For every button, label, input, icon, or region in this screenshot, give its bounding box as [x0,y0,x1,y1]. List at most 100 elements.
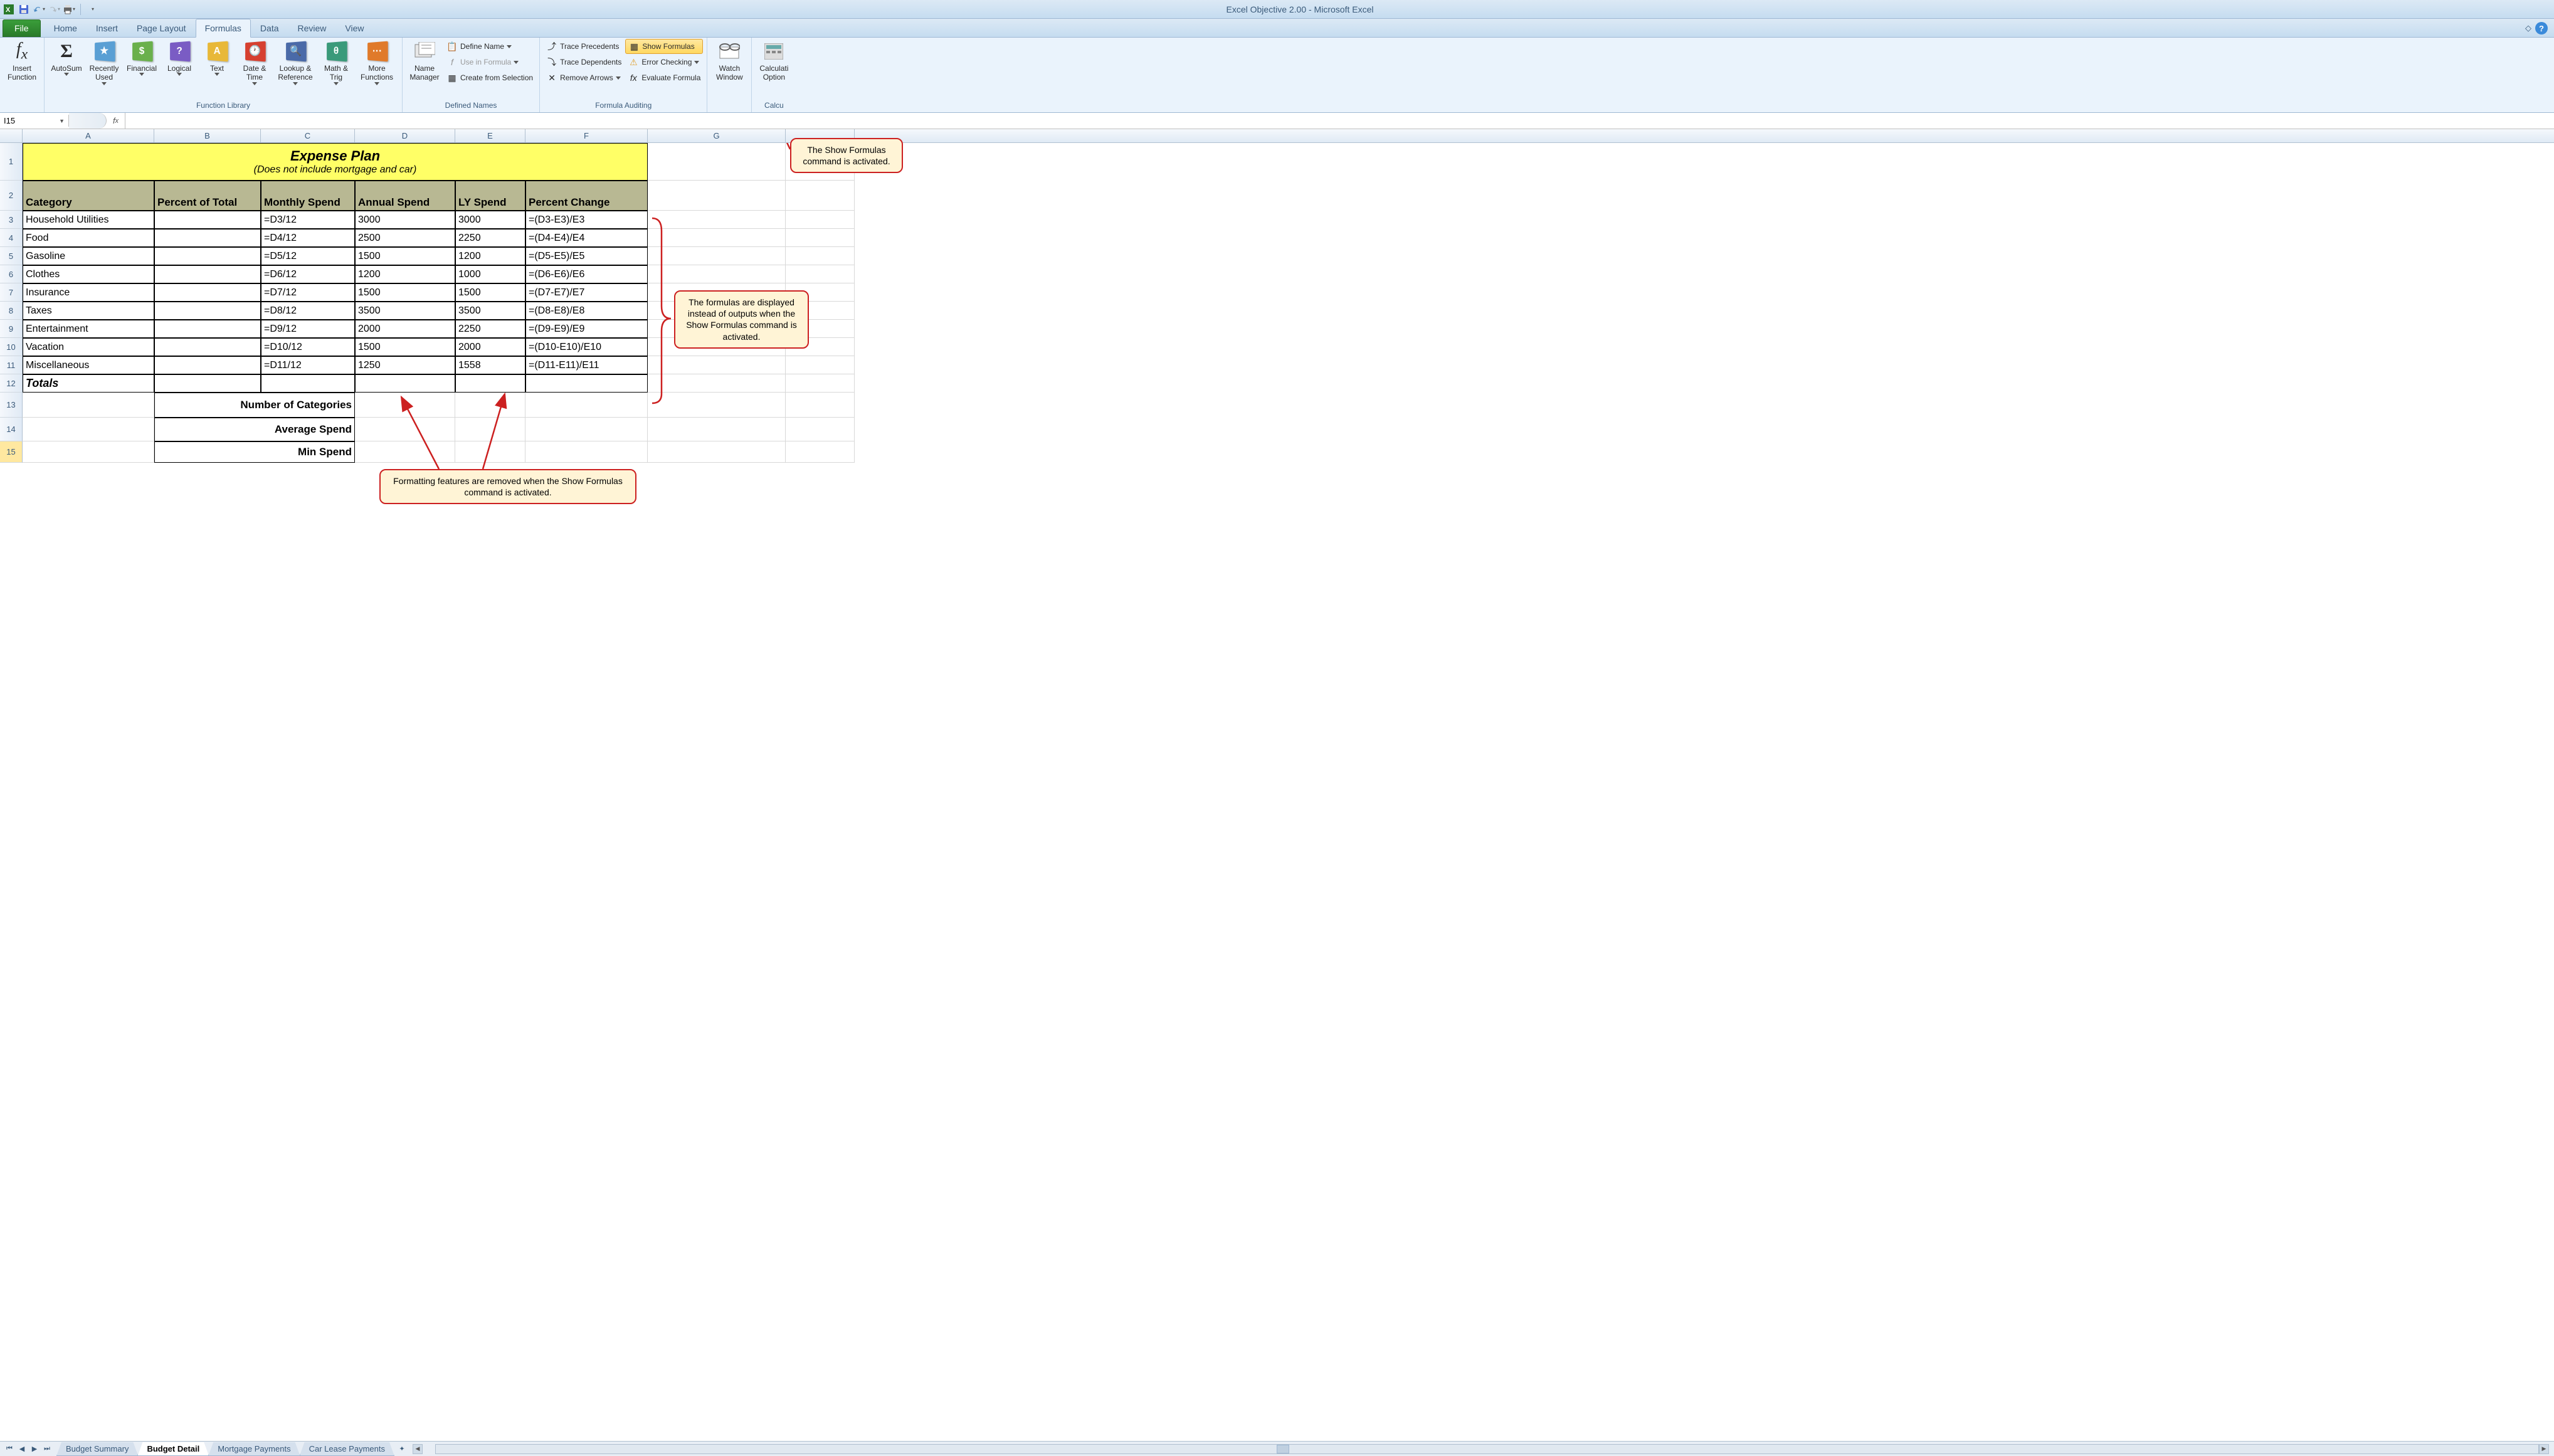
row-header[interactable]: 7 [0,283,23,302]
cell[interactable] [786,229,855,247]
cell[interactable] [648,265,786,283]
cell-number-categories-label[interactable]: Number of Categories [154,393,355,418]
tab-review[interactable]: Review [288,19,336,37]
row-header[interactable]: 10 [0,338,23,356]
cell-category[interactable]: Taxes [23,302,154,320]
create-from-selection-button[interactable]: ▦Create from Selection [444,70,536,85]
sheet-tab[interactable]: Mortgage Payments [208,1442,300,1456]
cell-pct-change-formula[interactable]: =(D7-E7)/E7 [525,283,648,302]
cell[interactable] [525,441,648,463]
cell-totals-label[interactable]: Totals [23,374,154,393]
tab-insert[interactable]: Insert [87,19,127,37]
cell[interactable] [154,320,261,338]
cell-monthly-formula[interactable]: =D7/12 [261,283,355,302]
row-header[interactable]: 12 [0,374,23,393]
sheet-tab[interactable]: Budget Detail [137,1442,209,1456]
cell[interactable] [355,393,455,418]
help-icon[interactable]: ? [2535,22,2548,34]
cell[interactable] [154,338,261,356]
cell[interactable] [261,374,355,393]
redo-icon[interactable]: ▾ [48,3,60,16]
cell-monthly-formula[interactable]: =D10/12 [261,338,355,356]
cell-ly-value[interactable]: 2250 [455,229,525,247]
math-trig-button[interactable]: θ Math & Trig [318,39,354,87]
row-header[interactable]: 11 [0,356,23,374]
hscroll-left-icon[interactable]: ◀ [413,1444,423,1454]
hscroll-thumb[interactable] [1277,1445,1289,1453]
cell[interactable] [525,374,648,393]
cell-average-spend-label[interactable]: Average Spend [154,418,355,441]
cell-category-header[interactable]: Category [23,181,154,211]
cell[interactable] [786,356,855,374]
cell[interactable] [23,418,154,441]
error-checking-button[interactable]: ⚠Error Checking [625,55,703,70]
row-header[interactable]: 6 [0,265,23,283]
cell-category[interactable]: Insurance [23,283,154,302]
cell[interactable] [154,247,261,265]
cell[interactable] [154,211,261,229]
date-time-button[interactable]: 🕐 Date & Time [236,39,273,87]
undo-icon[interactable]: ▾ [33,3,45,16]
more-functions-button[interactable]: ⋯ More Functions [356,39,398,87]
cell-annual-value[interactable]: 1200 [355,265,455,283]
col-header-g[interactable]: G [648,129,786,142]
cell[interactable] [455,374,525,393]
cell[interactable] [786,211,855,229]
tab-file[interactable]: File [3,19,41,37]
cell-category[interactable]: Clothes [23,265,154,283]
sheet-tab[interactable]: Budget Summary [56,1442,138,1456]
cell[interactable] [648,418,786,441]
sheet-nav-prev-icon[interactable]: ◀ [16,1443,28,1455]
cell-annual-value[interactable]: 1500 [355,283,455,302]
cell[interactable] [786,181,855,211]
autosum-button[interactable]: Σ AutoSum [48,39,85,77]
cell-monthly-formula[interactable]: =D11/12 [261,356,355,374]
cell-annual-value[interactable]: 1500 [355,247,455,265]
name-manager-button[interactable]: Name Manager [406,39,443,83]
trace-dependents-button[interactable]: ⤵Trace Dependents [544,55,624,70]
col-header-a[interactable]: A [23,129,154,142]
cell-category[interactable]: Gasoline [23,247,154,265]
row-header[interactable]: 2 [0,181,23,211]
row-header[interactable]: 9 [0,320,23,338]
cell-annual-value[interactable]: 1500 [355,338,455,356]
cell[interactable] [154,374,261,393]
cell-monthly-formula[interactable]: =D9/12 [261,320,355,338]
row-header[interactable]: 15 [0,441,23,463]
sheet-nav-last-icon[interactable]: ⏭ [41,1443,53,1455]
cell-percent-change-header[interactable]: Percent Change [525,181,648,211]
cell-pct-change-formula[interactable]: =(D5-E5)/E5 [525,247,648,265]
cell[interactable] [648,374,786,393]
minimize-ribbon-icon[interactable]: ◇ [2525,23,2531,33]
select-all-corner[interactable] [0,129,23,142]
cell-ly-value[interactable]: 1500 [455,283,525,302]
cell-monthly-formula[interactable]: =D8/12 [261,302,355,320]
text-button[interactable]: A Text [199,39,235,77]
sheet-nav-next-icon[interactable]: ▶ [29,1443,40,1455]
print-icon[interactable]: ▾ [63,3,75,16]
col-header-e[interactable]: E [455,129,525,142]
cell-annual-value[interactable]: 3000 [355,211,455,229]
cell-category[interactable]: Food [23,229,154,247]
sheet-tab[interactable]: Car Lease Payments [300,1442,394,1456]
title-merged-cell[interactable]: Expense Plan (Does not include mortgage … [23,143,648,181]
cell-annual-spend-header[interactable]: Annual Spend [355,181,455,211]
cell[interactable] [648,143,786,181]
row-header[interactable]: 5 [0,247,23,265]
qat-customize-icon[interactable]: ▾ [86,3,98,16]
evaluate-formula-button[interactable]: fxEvaluate Formula [625,70,703,85]
cell[interactable] [786,393,855,418]
cell[interactable] [154,302,261,320]
cell[interactable] [355,441,455,463]
cell-pct-change-formula[interactable]: =(D11-E11)/E11 [525,356,648,374]
row-header[interactable]: 4 [0,229,23,247]
cell-pct-change-formula[interactable]: =(D4-E4)/E4 [525,229,648,247]
cell[interactable] [648,441,786,463]
hscroll-track[interactable] [435,1444,2539,1454]
cell-pct-change-formula[interactable]: =(D6-E6)/E6 [525,265,648,283]
cell[interactable] [355,374,455,393]
cell-category[interactable]: Vacation [23,338,154,356]
cell-pct-change-formula[interactable]: =(D3-E3)/E3 [525,211,648,229]
cell-pct-change-formula[interactable]: =(D8-E8)/E8 [525,302,648,320]
cell[interactable] [786,265,855,283]
